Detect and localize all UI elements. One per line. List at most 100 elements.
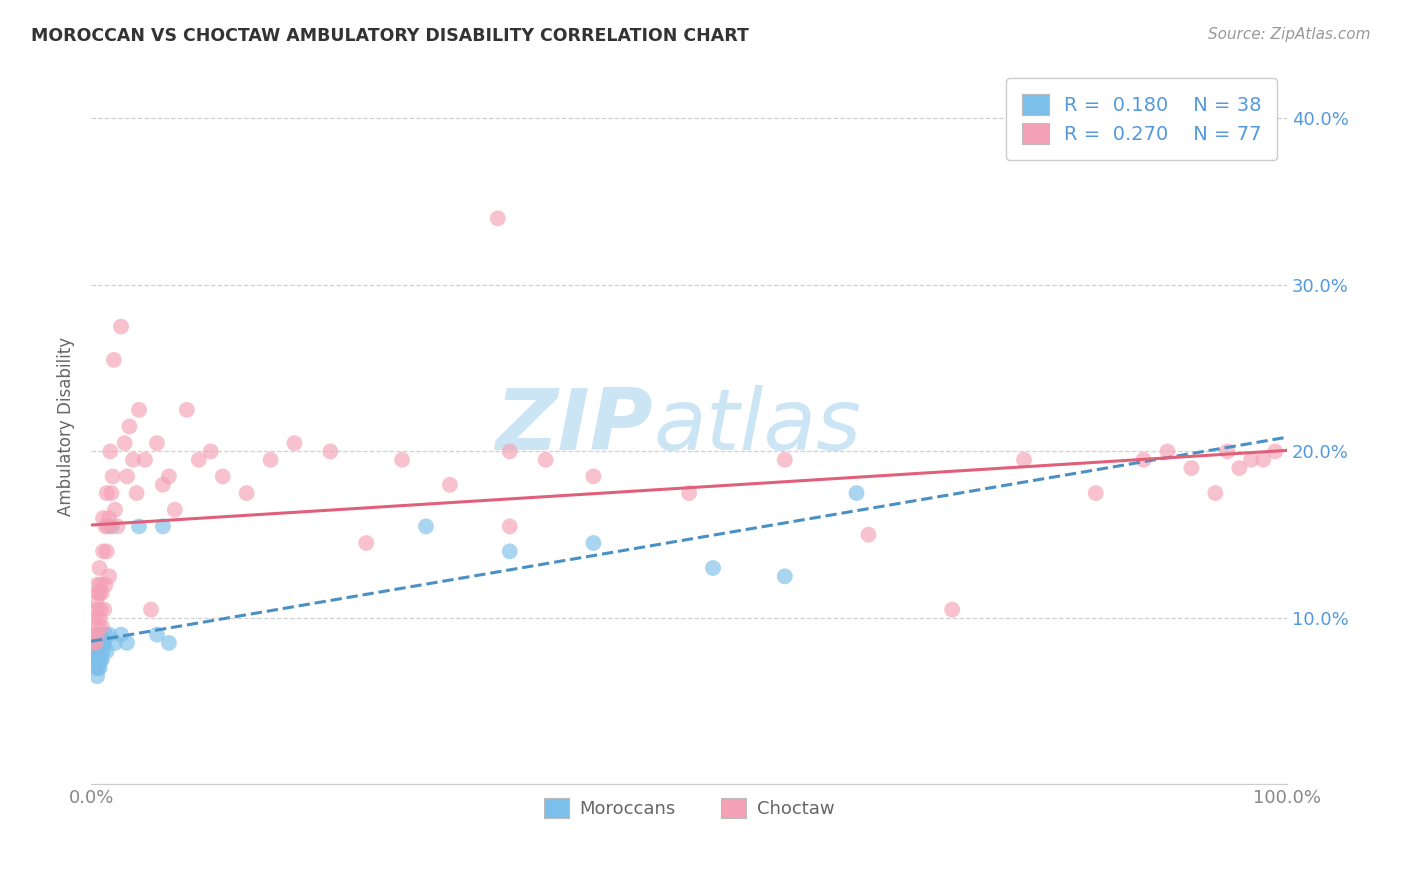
Point: [1251, 452, 1274, 467]
Point: [84, 661, 107, 675]
Point: [94, 627, 117, 641]
Point: [101, 469, 124, 483]
Point: [83, 627, 105, 641]
Point: [98, 627, 121, 641]
Point: [91, 644, 114, 658]
Point: [100, 486, 122, 500]
Point: [100, 519, 122, 533]
Point: [1180, 461, 1202, 475]
Point: [89, 652, 111, 666]
Point: [89, 586, 111, 600]
Point: [134, 452, 156, 467]
Point: [98, 444, 121, 458]
Point: [1132, 452, 1154, 467]
Text: Source: ZipAtlas.com: Source: ZipAtlas.com: [1208, 27, 1371, 42]
Point: [87, 644, 110, 658]
Point: [90, 602, 112, 616]
Point: [93, 636, 115, 650]
Point: [96, 644, 118, 658]
Point: [90, 652, 112, 666]
Point: [110, 627, 132, 641]
Point: [283, 436, 305, 450]
Point: [125, 486, 148, 500]
Point: [83, 611, 105, 625]
Point: [122, 452, 145, 467]
Point: [176, 402, 198, 417]
Point: [146, 627, 169, 641]
Text: atlas: atlas: [654, 385, 862, 468]
Point: [114, 436, 136, 450]
Point: [391, 452, 413, 467]
Point: [86, 627, 108, 641]
Point: [94, 577, 117, 591]
Point: [845, 486, 868, 500]
Point: [84, 594, 107, 608]
Point: [1227, 461, 1250, 475]
Point: [89, 611, 111, 625]
Point: [1204, 486, 1226, 500]
Point: [146, 436, 169, 450]
Text: MOROCCAN VS CHOCTAW AMBULATORY DISABILITY CORRELATION CHART: MOROCCAN VS CHOCTAW AMBULATORY DISABILIT…: [31, 27, 749, 45]
Point: [84, 644, 107, 658]
Point: [87, 619, 110, 633]
Point: [90, 636, 112, 650]
Point: [582, 469, 605, 483]
Point: [86, 644, 108, 658]
Point: [354, 536, 377, 550]
Point: [415, 519, 437, 533]
Point: [84, 636, 107, 650]
Point: [98, 511, 121, 525]
Point: [1264, 444, 1286, 458]
Point: [1084, 486, 1107, 500]
Point: [86, 636, 108, 650]
Point: [96, 544, 118, 558]
Point: [89, 636, 111, 650]
Point: [1156, 444, 1178, 458]
Point: [128, 519, 150, 533]
Point: [110, 319, 132, 334]
Point: [86, 577, 108, 591]
Point: [157, 469, 180, 483]
Point: [163, 502, 186, 516]
Point: [87, 652, 110, 666]
Point: [499, 544, 522, 558]
Text: ZIP: ZIP: [496, 385, 654, 468]
Y-axis label: Ambulatory Disability: Ambulatory Disability: [58, 337, 75, 516]
Point: [90, 577, 112, 591]
Point: [1216, 444, 1239, 458]
Point: [91, 511, 114, 525]
Point: [89, 561, 111, 575]
Point: [319, 444, 342, 458]
Point: [200, 444, 222, 458]
Point: [499, 519, 522, 533]
Point: [87, 661, 110, 675]
Point: [90, 619, 112, 633]
Point: [702, 561, 724, 575]
Point: [235, 486, 257, 500]
Point: [97, 519, 120, 533]
Point: [1012, 452, 1035, 467]
Point: [90, 652, 112, 666]
Point: [941, 602, 963, 616]
Point: [89, 661, 111, 675]
Point: [118, 419, 141, 434]
Point: [1240, 452, 1263, 467]
Point: [858, 527, 880, 541]
Point: [107, 519, 129, 533]
Point: [91, 636, 114, 650]
Point: [773, 452, 796, 467]
Point: [83, 652, 105, 666]
Point: [157, 636, 180, 650]
Point: [93, 602, 115, 616]
Point: [103, 352, 125, 367]
Point: [98, 569, 121, 583]
Point: [86, 602, 108, 616]
Point: [90, 627, 112, 641]
Point: [128, 402, 150, 417]
Point: [139, 602, 162, 616]
Point: [87, 586, 110, 600]
Legend: Moroccans, Choctaw: Moroccans, Choctaw: [536, 791, 842, 825]
Point: [94, 519, 117, 533]
Point: [86, 669, 108, 683]
Point: [115, 636, 138, 650]
